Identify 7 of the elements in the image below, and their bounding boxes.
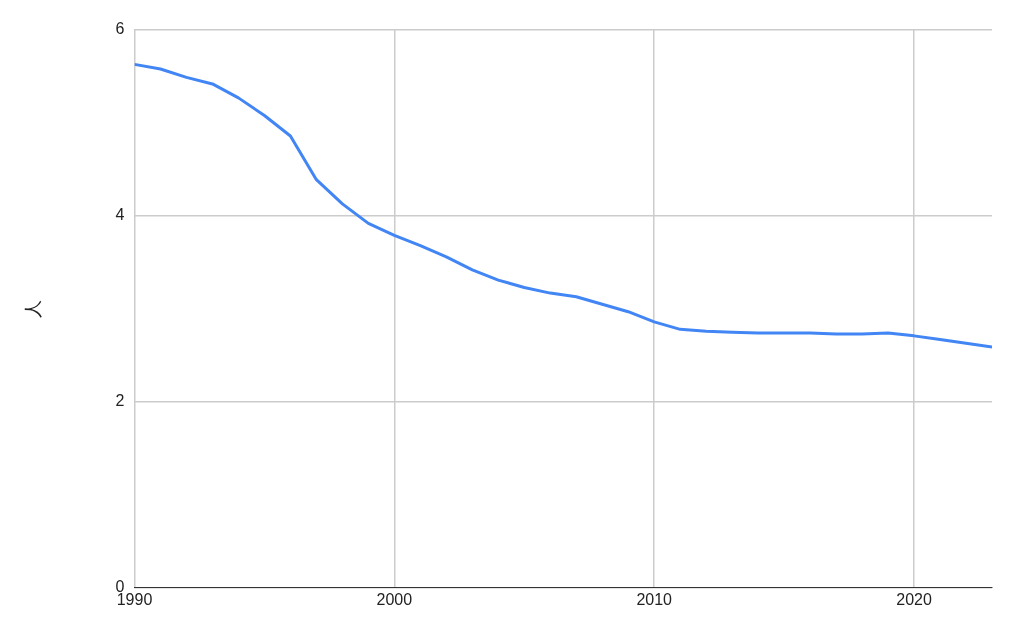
x-tick-label: 2000 <box>376 590 413 608</box>
y-axis-title: 人 <box>22 299 44 318</box>
y-tick-label: 2 <box>115 392 125 410</box>
y-tick-label: 4 <box>115 206 125 224</box>
y-tick-label: 6 <box>115 20 125 38</box>
x-tick-label: 2020 <box>896 590 932 608</box>
x-tick-label: 2010 <box>636 590 673 608</box>
